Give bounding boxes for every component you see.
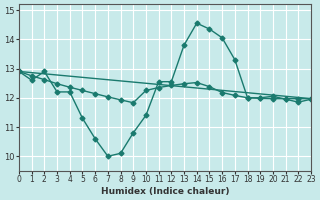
X-axis label: Humidex (Indice chaleur): Humidex (Indice chaleur) bbox=[101, 187, 229, 196]
